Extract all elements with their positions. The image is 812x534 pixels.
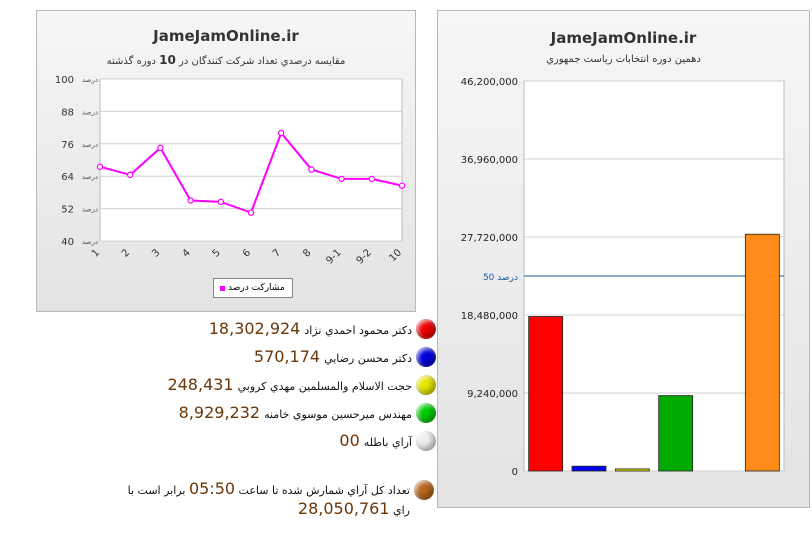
candidate-ball-icon bbox=[416, 375, 436, 395]
y-tick-label: 36,960,000 bbox=[461, 155, 518, 166]
candidate-name: دكتر محمود احمدي نژاد bbox=[304, 324, 412, 337]
x-tick-label: 9-1 bbox=[324, 247, 343, 266]
data-point bbox=[368, 175, 375, 183]
data-point bbox=[277, 129, 285, 137]
plot-area bbox=[99, 78, 403, 242]
bar bbox=[744, 233, 780, 472]
x-tick-label: 9-2 bbox=[355, 247, 374, 266]
x-tick-label: 10 bbox=[387, 247, 404, 264]
bar bbox=[614, 468, 650, 472]
y-tick-label: 88 bbox=[61, 107, 74, 118]
candidate-name: مهندس ميرحسين موسوي خامنه bbox=[264, 408, 412, 421]
result-row: آراي باطله00 bbox=[339, 430, 436, 452]
candidate-votes: 00 bbox=[339, 431, 360, 450]
bar bbox=[658, 395, 694, 472]
data-point bbox=[338, 175, 345, 183]
x-tick-label: 1 bbox=[90, 247, 102, 259]
x-tick-label: 5 bbox=[211, 247, 223, 259]
y-tick-label: 40 bbox=[61, 237, 74, 248]
x-tick-label: 6 bbox=[241, 247, 253, 259]
y-tick-label: 27,720,000 bbox=[461, 233, 518, 244]
y-tick-suffix: درصد bbox=[82, 238, 98, 246]
result-row: دكتر محسن رضايي570,174 bbox=[253, 346, 436, 368]
y-tick-suffix: درصد bbox=[82, 173, 98, 181]
candidate-name: دكتر محسن رضايي bbox=[324, 352, 412, 365]
data-point bbox=[247, 209, 255, 216]
total-votes: تعداد كل آراي شمارش شده تا ساعت 05:50 بر… bbox=[110, 480, 434, 520]
y-tick-label: 64 bbox=[61, 172, 74, 183]
y-tick-suffix: درصد bbox=[82, 76, 98, 84]
x-tick-label: 4 bbox=[180, 247, 192, 259]
data-point bbox=[217, 198, 224, 206]
total-ball-icon bbox=[414, 480, 434, 500]
candidate-name: آراي باطله bbox=[363, 436, 412, 449]
y-tick-label: 100 bbox=[55, 75, 74, 86]
data-point bbox=[96, 163, 104, 170]
data-point bbox=[187, 197, 194, 204]
chart-title: مقايسه درصدي تعداد شركت كنندگان در 10 دو… bbox=[106, 53, 346, 67]
data-point bbox=[308, 166, 315, 173]
candidate-votes: 8,929,232 bbox=[178, 403, 261, 422]
bar bbox=[528, 316, 564, 472]
candidate-name: حجت الاسلام والمسلمين مهدي كروبي bbox=[237, 380, 412, 393]
candidate-votes: 570,174 bbox=[253, 347, 321, 366]
y-tick-label: 9,240,000 bbox=[467, 389, 518, 400]
bar bbox=[571, 465, 607, 472]
y-tick-label: 18,480,000 bbox=[461, 311, 518, 322]
site-title: JameJamOnline.ir bbox=[550, 29, 697, 47]
election-bar-chart-panel: JameJamOnline.ir دهمين دوره انتخابات ريا… bbox=[437, 10, 810, 508]
y-tick-label: 46,200,000 bbox=[461, 77, 518, 88]
data-point bbox=[126, 171, 134, 179]
candidate-ball-icon bbox=[416, 347, 436, 367]
chart-subtitle: دهمين دوره انتخابات رياست جمهوري bbox=[546, 54, 701, 65]
data-point bbox=[157, 144, 164, 152]
reference-line-label: درصد 50 bbox=[483, 273, 518, 283]
candidate-ball-icon bbox=[416, 431, 436, 451]
result-row: حجت الاسلام والمسلمين مهدي كروبي248,431 bbox=[167, 374, 436, 396]
candidate-votes: 18,302,924 bbox=[208, 319, 301, 338]
y-tick-suffix: درصد bbox=[82, 206, 98, 214]
site-title: JameJamOnline.ir bbox=[153, 27, 299, 45]
y-tick-label: 76 bbox=[61, 140, 74, 151]
legend-label: مشاركت درصد bbox=[228, 283, 285, 293]
x-tick-label: 3 bbox=[150, 247, 162, 259]
x-tick-label: 8 bbox=[301, 247, 313, 259]
x-tick-label: 7 bbox=[271, 247, 283, 259]
y-tick-label: 0 bbox=[512, 467, 518, 478]
result-row: دكتر محمود احمدي نژاد18,302,924 bbox=[208, 318, 436, 340]
y-tick-suffix: درصد bbox=[82, 141, 98, 149]
chart-legend: مشاركت درصد bbox=[213, 278, 293, 298]
participation-chart-panel: JameJamOnline.ir مقايسه درصدي تعداد شركت… bbox=[36, 10, 416, 312]
y-tick-suffix: درصد bbox=[82, 108, 98, 116]
x-tick-label: 2 bbox=[120, 247, 132, 259]
candidate-votes: 248,431 bbox=[167, 375, 234, 394]
legend-marker bbox=[220, 286, 225, 291]
result-row: مهندس ميرحسين موسوي خامنه8,929,232 bbox=[178, 402, 436, 424]
data-point bbox=[398, 182, 406, 189]
bar-chart: 0 9,240,000 18,480,000 27,720,000 36,960,000… bbox=[461, 77, 785, 478]
candidate-ball-icon bbox=[416, 319, 436, 339]
y-tick-label: 52 bbox=[61, 205, 74, 216]
candidate-ball-icon bbox=[416, 403, 436, 423]
